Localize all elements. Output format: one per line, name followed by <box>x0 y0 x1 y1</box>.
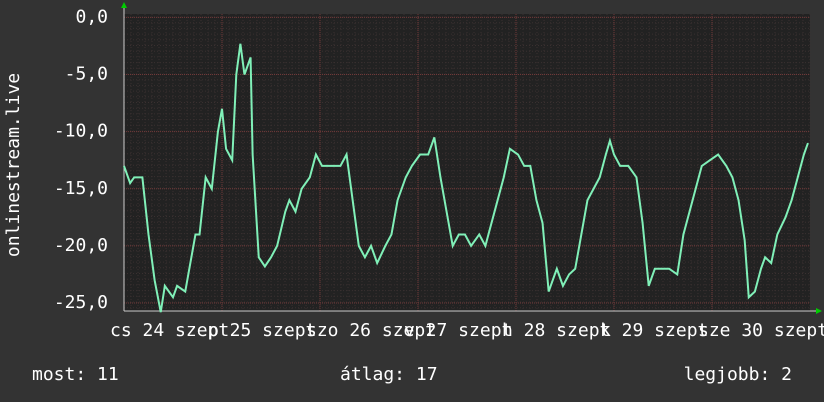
y-axis-label: onlinestream.live <box>3 73 24 257</box>
x-tick-label: cs 24 szept <box>110 320 229 341</box>
y-tick-label: 0,0 <box>75 6 108 27</box>
stat: legjobb: 2 <box>684 364 792 385</box>
y-tick-label: -20,0 <box>54 235 108 256</box>
axis-arrow <box>121 2 127 8</box>
y-tick-label: -15,0 <box>54 178 108 199</box>
x-tick-label: szo 26 szept <box>306 320 436 341</box>
x-tick-label: p 25 szept <box>208 320 316 341</box>
line <box>123 43 809 313</box>
stat: átlag: 17 <box>340 364 438 385</box>
y-tick-label: -25,0 <box>54 292 108 313</box>
axis-arrow <box>816 308 822 314</box>
stat: most: 11 <box>32 364 119 385</box>
y-tick-label: -10,0 <box>54 121 108 142</box>
y-tick-label: -5,0 <box>65 64 108 85</box>
x-tick-label: k 29 szept <box>600 320 708 341</box>
x-tick-label: sze 30 szept <box>698 320 824 341</box>
x-tick-label: h 28 szept <box>502 320 610 341</box>
x-tick-label: v 27 szept <box>404 320 512 341</box>
